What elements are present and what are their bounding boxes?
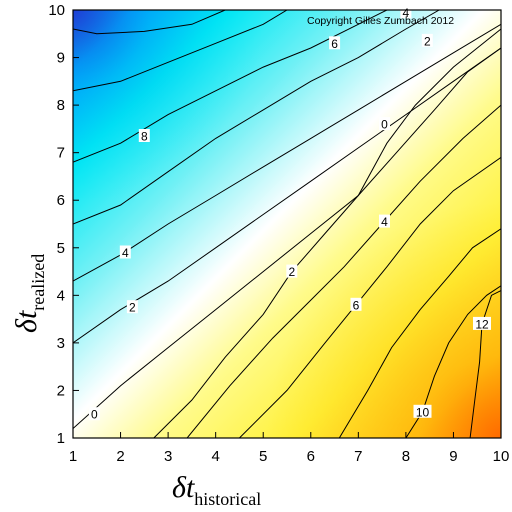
y-axis-label-symbol: δt xyxy=(10,310,43,333)
x-tick-label: 4 xyxy=(211,448,219,465)
contour-label: 6 xyxy=(353,298,360,312)
y-tick-label: 10 xyxy=(48,2,65,19)
contour-line-1 xyxy=(73,10,288,92)
contour-label: 4 xyxy=(381,215,388,229)
contour-line-12 xyxy=(469,290,501,438)
y-axis-label: δtrealized xyxy=(10,254,48,333)
y-tick-label: 6 xyxy=(57,192,65,209)
y-tick-label: 9 xyxy=(57,50,65,67)
plot-frame xyxy=(72,9,502,439)
x-tick-label: 7 xyxy=(354,448,362,465)
copyright-text: Copyright Gilles Zumbach 2012 xyxy=(307,15,454,27)
contour-label: 2 xyxy=(129,301,136,315)
contour-label: 2 xyxy=(288,265,295,279)
contour-label: 4 xyxy=(403,6,410,20)
contour-label-bg-1 xyxy=(126,300,138,314)
contour-line-3 xyxy=(73,10,440,225)
contour-line-6 xyxy=(73,28,501,429)
x-tick-label: 2 xyxy=(116,448,124,465)
contour-label: 10 xyxy=(416,405,430,419)
svg-text:δtrealized: δtrealized xyxy=(10,254,48,333)
contour-label: 0 xyxy=(381,118,388,132)
x-tick-label: 6 xyxy=(307,448,315,465)
x-axis: 1 2 3 4 5 6 7 8 9 10 xyxy=(69,432,510,465)
contour-label-bg-12 xyxy=(413,404,432,418)
contour-label-bg-0 xyxy=(88,407,100,421)
contour-label-bg-9 xyxy=(286,264,298,278)
contour-line-2 xyxy=(73,10,388,163)
y-axis: 1 2 3 4 5 6 7 8 9 10 xyxy=(48,2,79,447)
contour-label-bg-3 xyxy=(138,129,150,142)
contour-line-10 xyxy=(338,228,501,438)
contour-label-bg-4 xyxy=(329,36,341,50)
x-tick-label: 8 xyxy=(402,448,410,465)
contour-line-7 xyxy=(153,47,501,438)
x-axis-label-symbol: δt xyxy=(172,471,195,504)
y-tick-label: 3 xyxy=(57,335,65,352)
contour-lines xyxy=(73,10,501,438)
contour-label-bg-2 xyxy=(119,245,131,259)
y-tick-label: 5 xyxy=(57,240,65,257)
y-tick-label: 4 xyxy=(57,287,65,304)
contour-line-0 xyxy=(73,10,226,35)
contour-line-5 xyxy=(73,47,501,344)
x-tick-label: 3 xyxy=(164,448,172,465)
x-axis-label: δthistorical xyxy=(172,471,261,509)
x-tick-label: 10 xyxy=(493,448,510,465)
contour-label: 8 xyxy=(141,130,148,144)
contour-label: 2 xyxy=(424,34,431,48)
y-tick-label: 8 xyxy=(57,97,65,114)
contour-label: 6 xyxy=(331,37,338,51)
contour-label-bg-10 xyxy=(350,297,362,311)
contour-label-bg-7 xyxy=(379,117,390,131)
y-axis-label-subscript: realized xyxy=(28,254,48,311)
x-tick-label: 5 xyxy=(259,448,267,465)
x-tick-label: 9 xyxy=(449,448,457,465)
contour-label: 4 xyxy=(122,246,129,260)
svg-text:δthistorical: δthistorical xyxy=(172,471,261,509)
y-tick-label: 7 xyxy=(57,145,65,162)
y-tick-label: 1 xyxy=(57,430,65,447)
x-axis-label-subscript: historical xyxy=(194,489,261,509)
contour-label-bg-11 xyxy=(473,316,491,330)
contour-line-9 xyxy=(239,156,501,438)
contour-label: 12 xyxy=(475,317,489,331)
x-tick-label: 1 xyxy=(69,448,77,465)
contour-label-bg-8 xyxy=(379,214,390,228)
contour-line-8 xyxy=(186,104,501,438)
contour-label: 0 xyxy=(91,408,98,422)
y-tick-label: 2 xyxy=(57,382,65,399)
contour-line-4 xyxy=(73,23,501,282)
contour-label-bg-5 xyxy=(400,5,412,19)
contour-label-bg-6 xyxy=(421,33,433,47)
